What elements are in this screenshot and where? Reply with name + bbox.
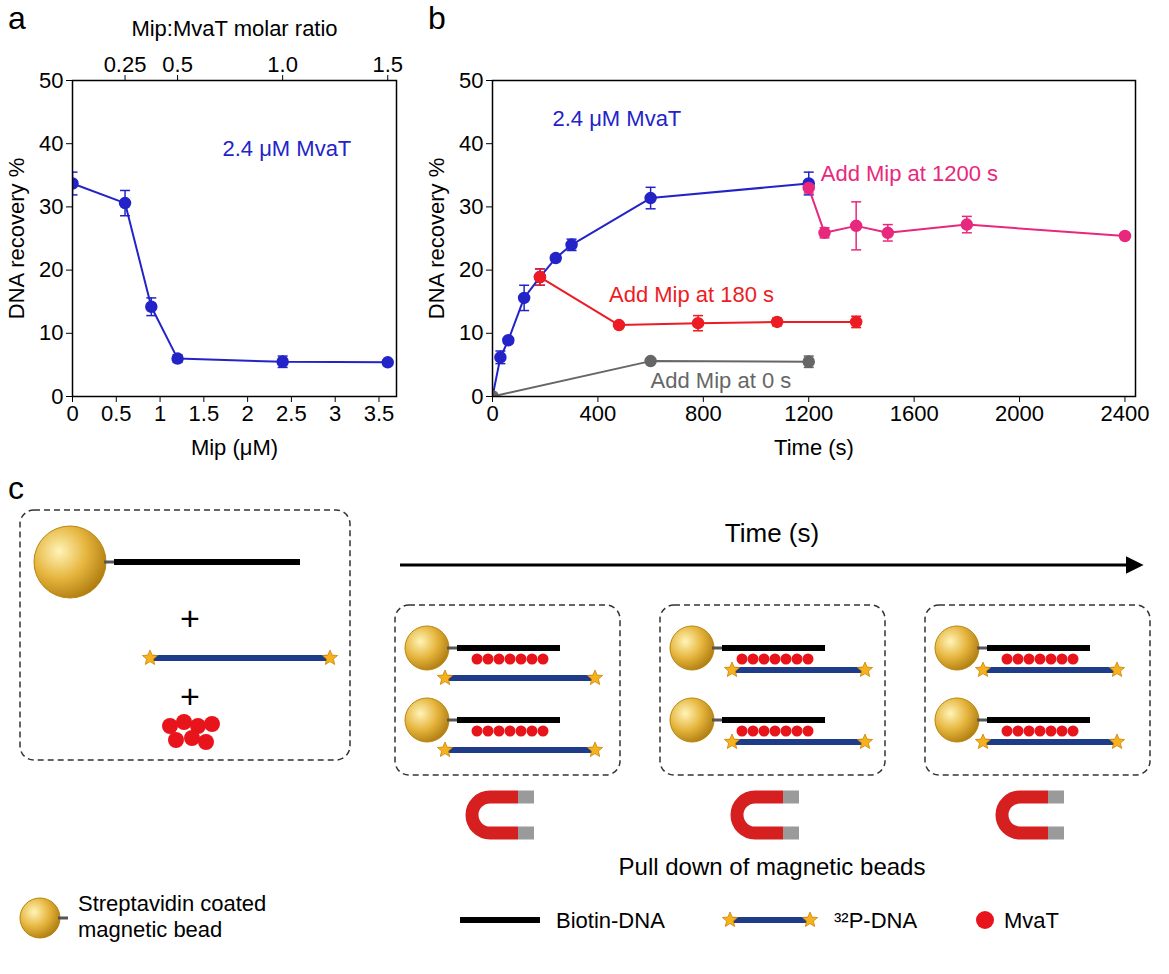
svg-text:0.5: 0.5 <box>101 401 132 426</box>
svg-text:Add Mip at 180 s: Add Mip at 180 s <box>609 282 774 307</box>
svg-text:+: + <box>180 599 200 637</box>
html-text:b: b <box>428 0 446 36</box>
svg-text:20: 20 <box>39 257 63 282</box>
svg-text:400: 400 <box>580 401 617 426</box>
svg-text:MvaT: MvaT <box>1004 908 1059 933</box>
svg-text:50: 50 <box>459 68 483 93</box>
svg-text:50: 50 <box>39 68 63 93</box>
svg-text:0.5: 0.5 <box>162 52 193 77</box>
svg-text:800: 800 <box>685 401 722 426</box>
svg-text:Add Mip at 1200 s: Add Mip at 1200 s <box>821 161 998 186</box>
svg-text:2: 2 <box>242 401 254 426</box>
svg-text:0: 0 <box>486 401 498 426</box>
svg-text:Biotin-DNA: Biotin-DNA <box>556 908 665 933</box>
svg-text:20: 20 <box>459 257 483 282</box>
svg-text:DNA recovery %: DNA recovery % <box>424 158 449 319</box>
svg-text:Streptavidin coatedmagnetic be: Streptavidin coatedmagnetic bead <box>78 891 266 942</box>
svg-text:0: 0 <box>66 401 78 426</box>
svg-text:1600: 1600 <box>890 401 939 426</box>
svg-text:Mip (μM): Mip (μM) <box>191 435 278 460</box>
svg-text:10: 10 <box>39 320 63 345</box>
svg-text:1.0: 1.0 <box>267 52 298 77</box>
svg-text:40: 40 <box>459 131 483 156</box>
svg-text:2400: 2400 <box>1100 401 1149 426</box>
html-text:a: a <box>8 0 26 36</box>
svg-text:2.4 μM MvaT: 2.4 μM MvaT <box>553 106 682 131</box>
svg-text:1: 1 <box>154 401 166 426</box>
svg-text:+: + <box>180 677 200 715</box>
svg-text:DNA recovery %: DNA recovery % <box>4 158 29 319</box>
html-text:c: c <box>8 470 24 506</box>
svg-text:Pull down of magnetic beads: Pull down of magnetic beads <box>619 853 926 880</box>
svg-text:2000: 2000 <box>995 401 1044 426</box>
svg-text:3.5: 3.5 <box>364 401 395 426</box>
svg-text:Add Mip at 0 s: Add Mip at 0 s <box>651 368 792 393</box>
svg-text:Time (s): Time (s) <box>774 435 854 460</box>
svg-text:1.5: 1.5 <box>372 52 403 77</box>
svg-text:1200: 1200 <box>784 401 833 426</box>
svg-text:2.5: 2.5 <box>276 401 307 426</box>
svg-text:30: 30 <box>39 194 63 219</box>
svg-text:1.5: 1.5 <box>189 401 220 426</box>
svg-text:Time (s): Time (s) <box>725 518 819 548</box>
svg-text:3: 3 <box>329 401 341 426</box>
svg-text:40: 40 <box>39 131 63 156</box>
svg-text:0.25: 0.25 <box>104 52 147 77</box>
svg-text:10: 10 <box>459 320 483 345</box>
svg-text:2.4 μM MvaT: 2.4 μM MvaT <box>223 136 352 161</box>
svg-text:0: 0 <box>51 384 63 409</box>
svg-text:³²P-DNA: ³²P-DNA <box>834 908 917 933</box>
svg-text:0: 0 <box>471 384 483 409</box>
svg-text:30: 30 <box>459 194 483 219</box>
svg-text:Mip:MvaT molar ratio: Mip:MvaT molar ratio <box>131 16 337 41</box>
